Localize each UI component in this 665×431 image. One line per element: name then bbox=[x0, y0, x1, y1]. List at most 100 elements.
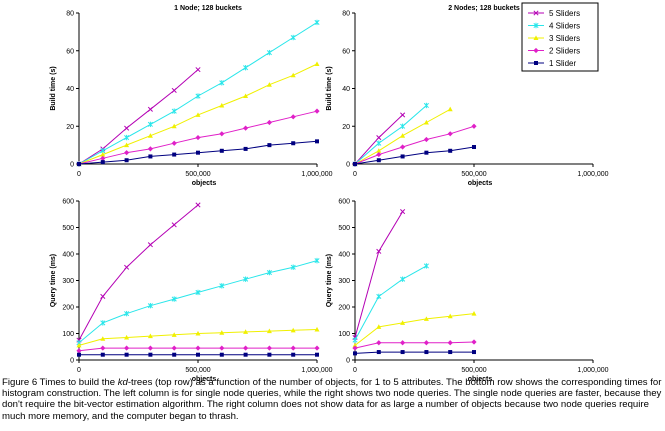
data-point bbox=[400, 340, 406, 346]
chart-panel-1: 0 20 40 60 80 0 500,000 1,000,000 1 Node; 128 bu… bbox=[50, 5, 333, 187]
legend-label: 3 Sliders bbox=[549, 34, 580, 43]
chart-title: 1 Node; 128 buckets bbox=[174, 5, 242, 12]
series-5-sliders bbox=[76, 67, 201, 167]
series-line bbox=[78, 69, 199, 165]
series-2-sliders bbox=[76, 345, 320, 354]
legend-marker bbox=[533, 10, 539, 16]
series-2-sliders bbox=[352, 123, 477, 167]
data-point bbox=[124, 310, 130, 317]
data-point bbox=[315, 352, 319, 357]
series-line bbox=[354, 341, 475, 349]
series-3-sliders bbox=[76, 326, 320, 348]
data-point bbox=[124, 142, 130, 148]
data-point bbox=[314, 257, 320, 264]
data-point bbox=[171, 87, 177, 93]
data-point bbox=[400, 112, 406, 118]
data-point bbox=[243, 352, 248, 357]
data-point bbox=[376, 248, 382, 254]
series-2-sliders bbox=[76, 108, 320, 167]
figure-caption: Figure 6 Times to build the kd-trees (to… bbox=[2, 377, 664, 422]
series-line bbox=[354, 351, 474, 354]
x-axis-label: objects bbox=[192, 180, 217, 187]
y-tick-label: 300 bbox=[338, 278, 350, 285]
data-point bbox=[195, 289, 201, 296]
data-point bbox=[100, 293, 106, 299]
data-point bbox=[400, 144, 406, 150]
legend-marker bbox=[534, 61, 538, 65]
data-point bbox=[243, 276, 249, 282]
y-tick-label: 80 bbox=[66, 11, 74, 18]
data-point bbox=[266, 328, 272, 334]
data-point bbox=[171, 222, 177, 228]
data-point bbox=[172, 152, 177, 157]
data-point bbox=[471, 339, 477, 345]
y-tick-label: 400 bbox=[62, 252, 74, 259]
data-point bbox=[196, 150, 200, 155]
data-point bbox=[290, 264, 296, 270]
series-5-sliders bbox=[352, 209, 406, 341]
legend-label: 2 Sliders bbox=[549, 46, 580, 55]
data-point bbox=[315, 139, 319, 144]
data-point bbox=[195, 330, 201, 336]
series-line bbox=[78, 204, 199, 341]
data-point bbox=[124, 264, 130, 270]
legend-marker bbox=[533, 22, 539, 29]
data-point bbox=[314, 345, 320, 351]
chart-panel-2: 0 20 40 60 80 0 500,000 1,000,000 2 Nodes; 128 b… bbox=[326, 5, 609, 187]
data-point bbox=[100, 352, 105, 357]
data-point bbox=[124, 158, 129, 163]
data-point bbox=[147, 345, 153, 351]
data-point bbox=[400, 276, 406, 282]
legend-entry: 1 Slider bbox=[528, 59, 576, 68]
data-point bbox=[243, 65, 249, 71]
data-point bbox=[243, 93, 249, 99]
data-point bbox=[423, 340, 429, 346]
data-point bbox=[147, 133, 153, 138]
data-point bbox=[243, 329, 249, 334]
data-point bbox=[219, 330, 225, 335]
data-point bbox=[100, 155, 106, 161]
data-point bbox=[447, 131, 453, 137]
data-point bbox=[376, 151, 382, 158]
data-point bbox=[376, 293, 382, 300]
data-point bbox=[400, 154, 405, 159]
data-point bbox=[291, 352, 296, 357]
data-point bbox=[147, 106, 153, 112]
data-point bbox=[472, 145, 476, 150]
data-point bbox=[195, 345, 201, 351]
data-point bbox=[195, 112, 201, 117]
x-tick-label: 0 bbox=[77, 171, 81, 178]
y-axis-label: Query time (ms) bbox=[326, 254, 333, 307]
data-point bbox=[195, 134, 201, 141]
data-point bbox=[147, 121, 153, 128]
x-tick-label: 0 bbox=[77, 367, 81, 374]
data-point bbox=[171, 332, 177, 337]
data-point bbox=[447, 313, 453, 319]
data-point bbox=[400, 209, 406, 215]
series-4-sliders bbox=[352, 102, 429, 167]
data-point bbox=[448, 350, 453, 355]
data-point bbox=[100, 160, 105, 165]
data-point bbox=[266, 345, 272, 351]
data-point bbox=[76, 342, 82, 348]
y-tick-label: 0 bbox=[346, 162, 350, 169]
data-point bbox=[447, 340, 453, 346]
data-point bbox=[291, 141, 296, 146]
series-1-slider bbox=[353, 145, 476, 166]
data-point bbox=[147, 242, 153, 248]
y-axis-label: Build time (s) bbox=[326, 66, 333, 110]
data-point bbox=[100, 345, 106, 351]
data-point bbox=[447, 106, 453, 112]
series-1-slider bbox=[353, 350, 476, 356]
series-line bbox=[354, 105, 427, 165]
data-point bbox=[471, 311, 477, 316]
legend: 5 Sliders 4 Sliders 3 Sliders 2 Sliders 1 Sl… bbox=[521, 2, 599, 72]
y-tick-label: 100 bbox=[62, 331, 74, 338]
data-point bbox=[267, 143, 272, 148]
series-line bbox=[354, 146, 475, 165]
x-tick-label: 1,000,000 bbox=[577, 367, 608, 374]
y-tick-label: 60 bbox=[66, 48, 74, 55]
data-point bbox=[353, 162, 357, 166]
data-point bbox=[290, 72, 296, 78]
